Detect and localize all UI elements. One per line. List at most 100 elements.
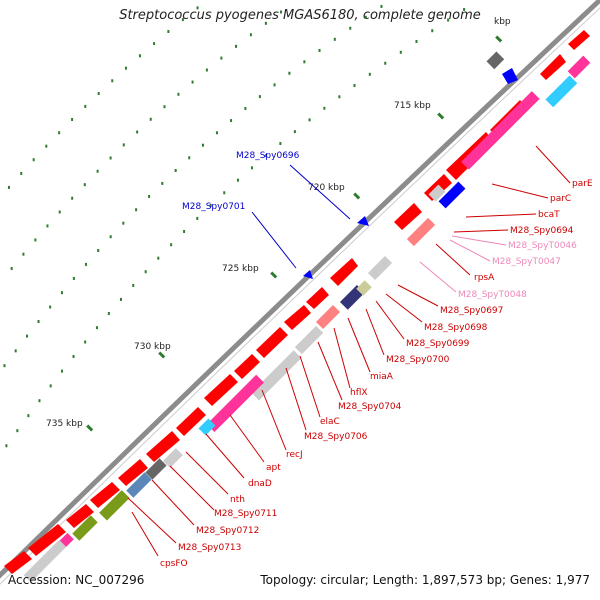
tick-dot: [84, 340, 87, 344]
tick-dot: [5, 444, 8, 448]
leader-line: [317, 341, 343, 401]
gene-block: [367, 255, 393, 281]
tick-dot: [72, 276, 75, 280]
accession-text: Accession: NC_007296: [8, 573, 145, 587]
tick-dot: [7, 185, 10, 189]
gene-label: recJ: [286, 450, 303, 460]
tick-dot: [447, 18, 450, 22]
gene-label: cpsFO: [160, 559, 188, 569]
genome-backbone: [0, 0, 600, 579]
gene-arrow: [234, 354, 260, 379]
genome-title: Streptococcus pyogenes MGAS6180, complet…: [119, 8, 481, 23]
gene-arrow: [568, 30, 590, 50]
tick-dot: [132, 283, 135, 287]
leader-line: [465, 213, 537, 218]
gene-arrow: [66, 504, 94, 528]
inner-callouts: M28_Spy0696 M28_Spy0701: [182, 151, 351, 269]
gene-block: [145, 458, 167, 480]
gene-arrow: [118, 459, 148, 486]
leader-line: [185, 451, 229, 495]
leader-line: [285, 367, 307, 431]
gene-arrow: [90, 482, 120, 508]
tick-dot: [368, 72, 371, 76]
tick-dot: [293, 130, 296, 134]
inner-features: [303, 51, 518, 279]
gene-label: M28_Spy0711: [214, 509, 277, 519]
kbp-tick: [158, 351, 166, 359]
gene-block: [438, 181, 466, 209]
gene-arrow: [4, 551, 32, 574]
tick-dot: [308, 118, 311, 122]
tick-dot: [415, 39, 418, 43]
gene-label: M28_Spy0699: [406, 339, 470, 349]
tick-dot: [122, 143, 125, 147]
kbp-tick: [437, 112, 445, 120]
gene-block: [339, 284, 365, 310]
kbp-label: kbp: [494, 17, 511, 27]
leader-line: [229, 414, 265, 463]
gene-label: M28_SpyT0047: [492, 257, 561, 267]
leader-line: [169, 465, 215, 511]
tick-dot: [250, 166, 253, 170]
leader-line: [289, 164, 351, 220]
tick-dot: [61, 369, 64, 373]
tick-dot: [288, 71, 291, 75]
leader-line: [365, 308, 385, 356]
gene-arrow: [28, 524, 66, 556]
tick-dot: [177, 92, 180, 96]
tick-dot: [181, 18, 184, 22]
tick-dot: [46, 224, 49, 228]
tick-dot: [318, 48, 321, 52]
tick-dot: [323, 106, 326, 110]
gene-block: [99, 490, 130, 521]
tick-dot: [97, 248, 100, 252]
gene-arrow: [306, 287, 329, 309]
gene-label: apt: [266, 463, 281, 473]
gene-arrow: [284, 305, 311, 330]
tick-dot: [122, 221, 125, 225]
tick-dot: [431, 29, 434, 33]
tick-dot: [209, 203, 212, 207]
gene-label: parE: [572, 179, 593, 189]
tick-dot: [167, 30, 170, 34]
kbp-tick: [495, 35, 503, 43]
leader-line: [205, 433, 245, 479]
tick-dot: [244, 107, 247, 111]
tick-dot: [148, 194, 151, 198]
tick-dot: [399, 50, 402, 54]
tick-dot: [205, 68, 208, 72]
tick-dot: [236, 178, 239, 182]
tick-dot: [71, 196, 74, 200]
tick-dot: [96, 169, 99, 173]
gene-block: [428, 184, 446, 202]
gene-arrow: [394, 203, 422, 230]
gene-label: M28_Spy0696: [236, 151, 300, 161]
tick-dot: [273, 83, 276, 87]
tick-dot: [10, 267, 13, 271]
tick-dot: [333, 37, 336, 41]
leader-line: [435, 243, 471, 276]
tick-dot: [124, 66, 127, 70]
tick-dot: [37, 320, 40, 324]
gene-label: elaC: [320, 417, 340, 427]
gene-arrow: [146, 431, 180, 462]
gene-block: [23, 539, 67, 583]
tick-dot: [196, 6, 199, 10]
tick-dot: [58, 210, 61, 214]
kbp-label: 730 kbp: [134, 342, 171, 352]
gene-label: M28_Spy0694: [510, 226, 574, 236]
leader-line: [347, 317, 371, 373]
gene-block: [198, 418, 216, 436]
gene-label: M28_Spy0712: [196, 526, 259, 536]
gene-label: parC: [550, 194, 571, 204]
gene-label: M28_Spy0706: [304, 432, 368, 442]
tick-dot: [149, 117, 152, 121]
gene-label: M28_Spy0697: [440, 306, 503, 316]
tick-dot: [280, 10, 283, 14]
kbp-label: 720 kbp: [308, 183, 345, 193]
reverse-strand-genes: [23, 55, 591, 583]
gene-arrow: [357, 216, 369, 226]
tick-dot: [161, 181, 164, 185]
gene-label: dnaD: [248, 479, 272, 489]
tick-dot: [138, 54, 141, 58]
